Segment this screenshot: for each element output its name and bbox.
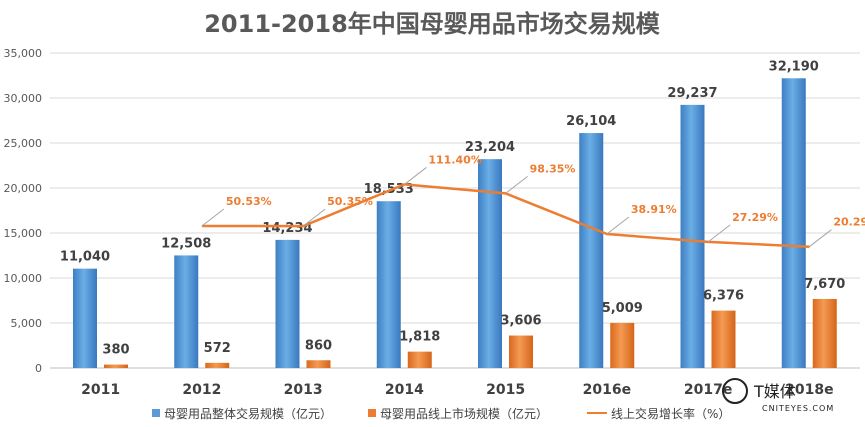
x-tick-label: 2015: [486, 382, 525, 398]
growth-leader-line: [302, 208, 326, 227]
watermark: T媒体 CNITEYES.COM: [722, 378, 834, 413]
bar-total: [376, 201, 401, 368]
bar-total: [680, 104, 705, 368]
x-tick-label: 2012: [182, 382, 221, 398]
legend: 母婴用品整体交易规模（亿元） 母婴用品线上市场规模（亿元） 线上交易增长率（%）: [152, 406, 730, 421]
x-tick-label: 2013: [284, 382, 323, 398]
data-label-online: 1,818: [399, 330, 440, 345]
data-label-online: 572: [204, 341, 231, 356]
bar-online: [509, 335, 533, 368]
bar-online: [306, 360, 331, 368]
growth-leader-line: [201, 208, 225, 227]
chart-title: 2011-2018年中国母婴用品市场交易规模: [204, 10, 661, 38]
data-label-growth: 50.35%: [327, 195, 373, 208]
series-online-bars: 380 572 860 1,818 3,606 5,009 6,376 7,670: [102, 277, 845, 368]
growth-leader-line: [404, 167, 427, 185]
bar-online: [711, 310, 736, 368]
data-label-total: 29,237: [667, 86, 717, 101]
bar-total: [174, 255, 199, 368]
x-tick-label: 2014: [385, 382, 424, 398]
data-label-online: 6,376: [703, 289, 744, 304]
data-label-total: 23,204: [465, 140, 515, 155]
legend-label-growth: 线上交易增长率（%）: [611, 406, 730, 421]
growth-line-path: [201, 183, 810, 248]
data-label-growth: 20.29%: [833, 216, 865, 229]
bar-online: [812, 298, 837, 368]
y-tick-label: 35,000: [4, 47, 43, 60]
data-label-growth: 27.29%: [732, 211, 778, 224]
growth-leader-line: [809, 229, 832, 248]
y-tick-label: 10,000: [4, 272, 43, 285]
bar-online: [205, 362, 230, 368]
y-tick-label: 30,000: [4, 92, 43, 105]
data-label-total: 11,040: [60, 250, 110, 265]
y-tick-label: 5,000: [11, 317, 43, 330]
y-axis: 0 5,000 10,000 15,000 20,000 25,000 30,000 35,0…: [4, 47, 43, 375]
data-label-growth: 98.35%: [530, 162, 576, 175]
series-total-bars: 11,04012,50814,23418,53323,20426,10429,2…: [60, 59, 819, 368]
x-tick-label: 2016e: [583, 382, 631, 398]
watermark-brand: T媒体: [753, 382, 796, 401]
legend-swatch-total: [152, 409, 160, 417]
growth-leader-line: [606, 216, 630, 235]
x-tick-label: 2011: [81, 382, 120, 398]
data-label-online: 5,009: [602, 301, 643, 316]
data-label-online: 860: [305, 338, 332, 353]
legend-label-total: 母婴用品整体交易规模（亿元）: [164, 406, 332, 421]
bar-total: [579, 133, 604, 368]
bar-total: [275, 239, 300, 368]
x-tick-label: 2017e: [684, 382, 732, 398]
data-label-online: 7,670: [804, 277, 845, 292]
bar-total: [781, 78, 806, 368]
data-label-total: 26,104: [566, 114, 616, 129]
data-label-total: 12,508: [161, 236, 211, 251]
series-growth-line: 50.53% 50.35% 111.40% 98.35% 38.91% 27.29% 20.…: [201, 153, 865, 248]
x-axis: 2011 2012 2013 2014 2015 2016e 2017e 2018e: [81, 382, 833, 398]
y-tick-label: 0: [35, 362, 42, 375]
legend-label-online: 母婴用品线上市场规模（亿元）: [380, 406, 548, 421]
data-label-growth: 111.40%: [428, 153, 481, 166]
data-label-growth: 50.53%: [226, 195, 272, 208]
legend-swatch-online: [368, 409, 376, 417]
x-tick-label: 2018e: [785, 382, 833, 398]
growth-leader-line: [707, 224, 731, 243]
y-tick-label: 20,000: [4, 182, 43, 195]
growth-leader-line: [505, 175, 528, 194]
y-tick-label: 25,000: [4, 137, 43, 150]
bar-online: [610, 322, 635, 368]
data-label-online: 3,606: [500, 314, 541, 329]
bar-online: [407, 351, 432, 368]
bar-online: [104, 364, 128, 368]
watermark-site: CNITEYES.COM: [762, 404, 834, 413]
bar-total: [73, 268, 97, 368]
data-label-total: 32,190: [769, 59, 819, 74]
data-label-growth: 38.91%: [631, 203, 677, 216]
y-tick-label: 15,000: [4, 227, 43, 240]
watermark-ring-icon: [722, 378, 748, 404]
data-label-online: 380: [102, 343, 129, 358]
data-label-total: 14,234: [262, 221, 312, 236]
